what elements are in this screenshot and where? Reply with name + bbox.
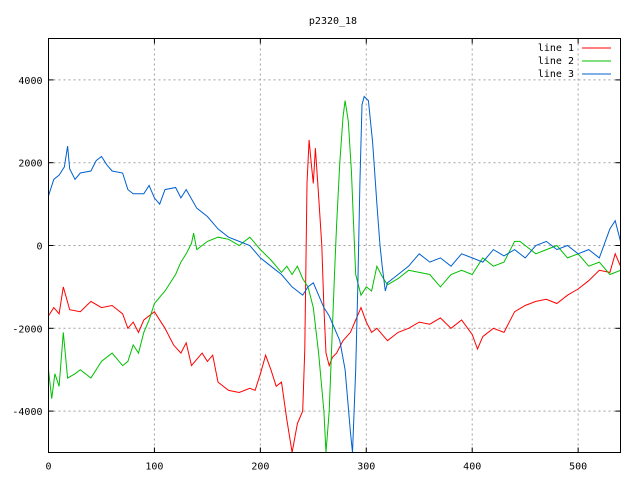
series-line-2 [48, 100, 621, 453]
legend-label-1: line 1 [538, 43, 574, 54]
y-tick-label: 4000 [18, 76, 42, 87]
series-group [48, 95, 621, 453]
series-line-1 [48, 139, 621, 453]
x-tick-label: 100 [145, 462, 163, 473]
y-tick-label: 2000 [18, 159, 42, 170]
legend: line 1 line 2 line 3 [538, 43, 611, 80]
axes: 0 100 200 300 400 500 -4000 -2000 0 2000 4000 [12, 38, 621, 473]
x-tick-label: 200 [251, 462, 269, 473]
plot-frame [48, 38, 621, 453]
x-tick-label: 500 [569, 462, 587, 473]
series-line-3 [48, 95, 621, 453]
x-tick-label: 400 [463, 462, 481, 473]
chart-title: p2320_18 [309, 16, 357, 27]
y-tick-label: -2000 [12, 324, 42, 335]
y-tick-label: -4000 [12, 407, 42, 418]
y-tick-label: 0 [36, 242, 42, 253]
grid [48, 38, 621, 453]
x-tick-label: 0 [45, 462, 51, 473]
legend-label-2: line 2 [538, 56, 574, 67]
legend-label-3: line 3 [538, 69, 574, 80]
x-tick-label: 300 [357, 462, 375, 473]
